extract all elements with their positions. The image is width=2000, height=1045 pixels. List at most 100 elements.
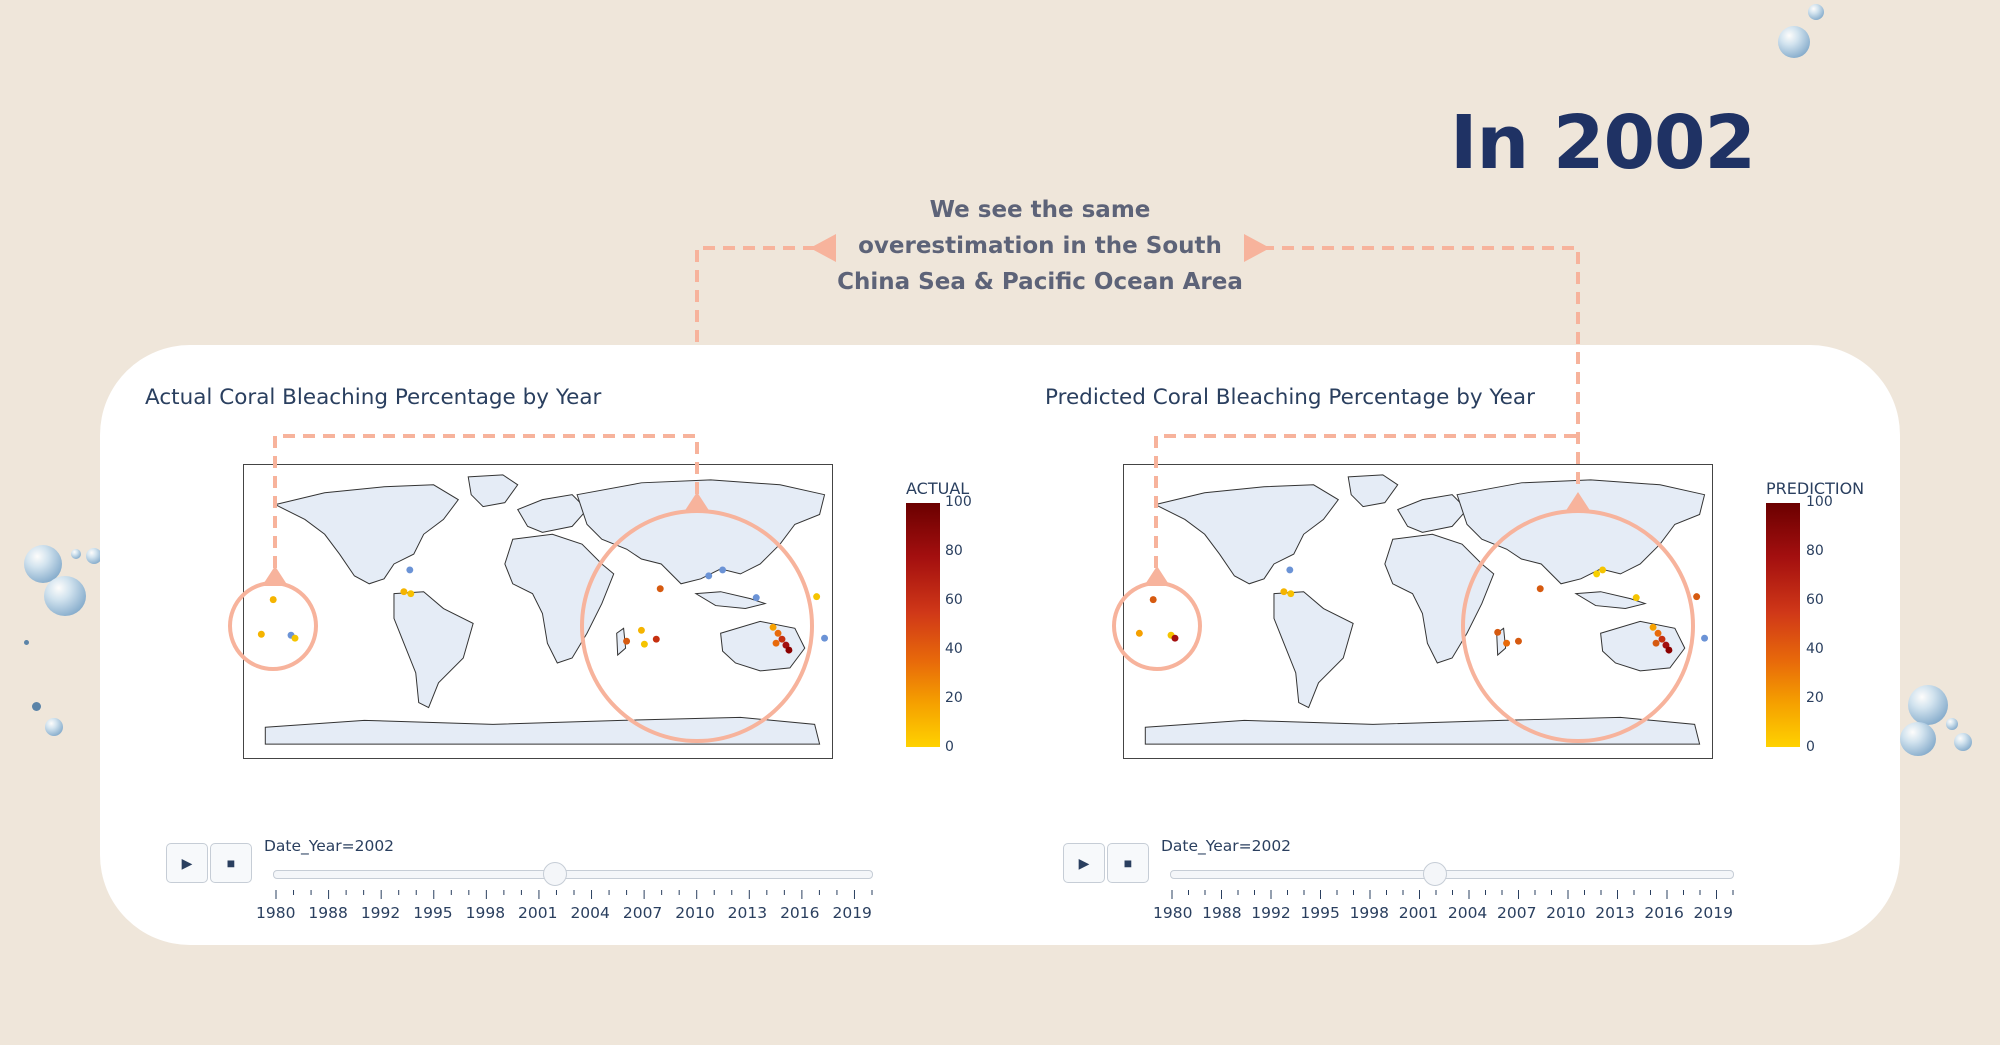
arrow-head — [684, 492, 710, 512]
year-tick-label[interactable]: 1992 — [360, 904, 401, 922]
data-point — [769, 623, 777, 631]
year-slider-handle[interactable] — [543, 862, 567, 886]
year-tick-label[interactable]: 2013 — [1595, 904, 1635, 922]
year-tick-label[interactable]: 2004 — [570, 904, 610, 922]
arrow-head — [1144, 566, 1170, 586]
year-tick-label[interactable]: 2019 — [1693, 904, 1733, 922]
water-droplet-decoration — [1808, 4, 1824, 20]
year-tick-label[interactable]: 2013 — [727, 904, 768, 922]
arrow-head — [1565, 492, 1591, 512]
year-tick-label[interactable]: 2007 — [1496, 904, 1537, 922]
dashed-connector — [695, 246, 820, 342]
actual-colorbar-title: ACTUAL — [906, 479, 970, 498]
data-point — [269, 596, 277, 604]
prediction-world-map[interactable] — [1123, 464, 1713, 759]
dashed-connector — [1262, 246, 1580, 490]
world-map-graphic — [1135, 474, 1709, 745]
indonesia — [694, 591, 767, 610]
data-point — [1287, 590, 1295, 598]
data-point — [400, 588, 408, 596]
data-point — [1701, 634, 1709, 642]
continents — [264, 474, 826, 745]
actual-world-map[interactable] — [243, 464, 833, 759]
north-america — [1153, 484, 1340, 585]
year-tick-label[interactable]: 2010 — [1546, 904, 1586, 922]
africa — [504, 533, 615, 664]
year-slider-label: Date_Year=2002 — [264, 837, 395, 855]
antarctica — [1144, 716, 1701, 745]
data-point — [1171, 634, 1179, 642]
year-tick-label[interactable]: 2007 — [622, 904, 663, 922]
water-droplet-decoration — [32, 702, 41, 711]
australia — [1600, 620, 1686, 672]
play-icon: ▶ — [1078, 855, 1090, 871]
data-point — [1503, 639, 1511, 647]
arrow-head — [810, 234, 836, 262]
data-point — [752, 594, 760, 602]
data-point — [1652, 639, 1660, 647]
water-droplet-decoration — [1778, 26, 1810, 58]
stop-button[interactable]: ■ — [210, 843, 252, 883]
year-slider-handle[interactable] — [1423, 862, 1447, 886]
page-headline: In 2002 — [1450, 100, 1756, 186]
data-point — [406, 566, 414, 574]
play-icon: ▶ — [181, 855, 193, 871]
asia — [1456, 479, 1706, 585]
year-slider-track[interactable] — [1170, 870, 1734, 879]
play-button[interactable]: ▶ — [166, 843, 208, 883]
year-tick-label[interactable]: 1992 — [1251, 904, 1291, 922]
colorbar-tick: 0 — [945, 739, 954, 755]
stop-button[interactable]: ■ — [1107, 843, 1149, 883]
australia — [720, 620, 806, 672]
highlight-circle — [228, 581, 318, 671]
data-point — [1599, 566, 1607, 574]
callout-line: overestimation in the South — [858, 233, 1222, 259]
year-tick-label[interactable]: 1995 — [413, 904, 453, 922]
year-tick-label[interactable]: 1988 — [308, 904, 348, 922]
year-tick-label[interactable]: 1980 — [256, 904, 296, 922]
year-tick-label[interactable]: 2019 — [832, 904, 872, 922]
colorbar-tick: 20 — [945, 690, 963, 706]
colorbar-tick: 40 — [945, 641, 963, 657]
data-point — [1286, 566, 1294, 574]
year-tick-label[interactable]: 1980 — [1153, 904, 1193, 922]
year-tick-label[interactable]: 2016 — [1644, 904, 1684, 922]
year-tick-label[interactable]: 2001 — [1398, 904, 1439, 922]
water-droplet-decoration — [1954, 733, 1972, 751]
year-slider-ticks — [1171, 890, 1734, 899]
data-point — [1693, 593, 1701, 601]
data-point — [1658, 635, 1666, 643]
play-button[interactable]: ▶ — [1063, 843, 1105, 883]
world-map-graphic — [257, 474, 829, 745]
colorbar-tick: 80 — [945, 543, 963, 559]
year-tick-label[interactable]: 1995 — [1300, 904, 1340, 922]
data-point — [652, 635, 660, 643]
data-point — [1149, 596, 1157, 604]
data-point — [1632, 594, 1640, 602]
year-tick-label[interactable]: 2004 — [1447, 904, 1488, 922]
year-slider-labels: 1980 1988 1992 1995 1998 2001 2004 2007 … — [256, 904, 872, 922]
data-point — [1536, 585, 1544, 593]
arrow-head — [262, 566, 288, 586]
data-point — [705, 572, 713, 580]
actual-colorbar — [906, 503, 940, 747]
year-tick-label[interactable]: 2016 — [780, 904, 820, 922]
colorbar-tick: 60 — [1806, 592, 1824, 608]
arrow-head — [1244, 234, 1270, 262]
indonesia — [1574, 591, 1647, 610]
data-point — [1135, 629, 1143, 637]
data-point — [637, 626, 645, 634]
greenland — [1347, 474, 1399, 508]
colorbar-tick: 40 — [1806, 641, 1824, 657]
year-tick-label[interactable]: 1998 — [1349, 904, 1390, 922]
year-tick-label[interactable]: 1998 — [465, 904, 506, 922]
callout-text: We see the same overestimation in the So… — [820, 192, 1260, 300]
data-point — [623, 637, 631, 645]
year-tick-label[interactable]: 2010 — [675, 904, 715, 922]
antarctica — [264, 716, 821, 745]
data-point — [1649, 623, 1657, 631]
year-tick-label[interactable]: 2001 — [518, 904, 558, 922]
year-slider-track[interactable] — [273, 870, 873, 879]
year-tick-label[interactable]: 1988 — [1202, 904, 1242, 922]
year-slider-label: Date_Year=2002 — [1161, 837, 1292, 855]
